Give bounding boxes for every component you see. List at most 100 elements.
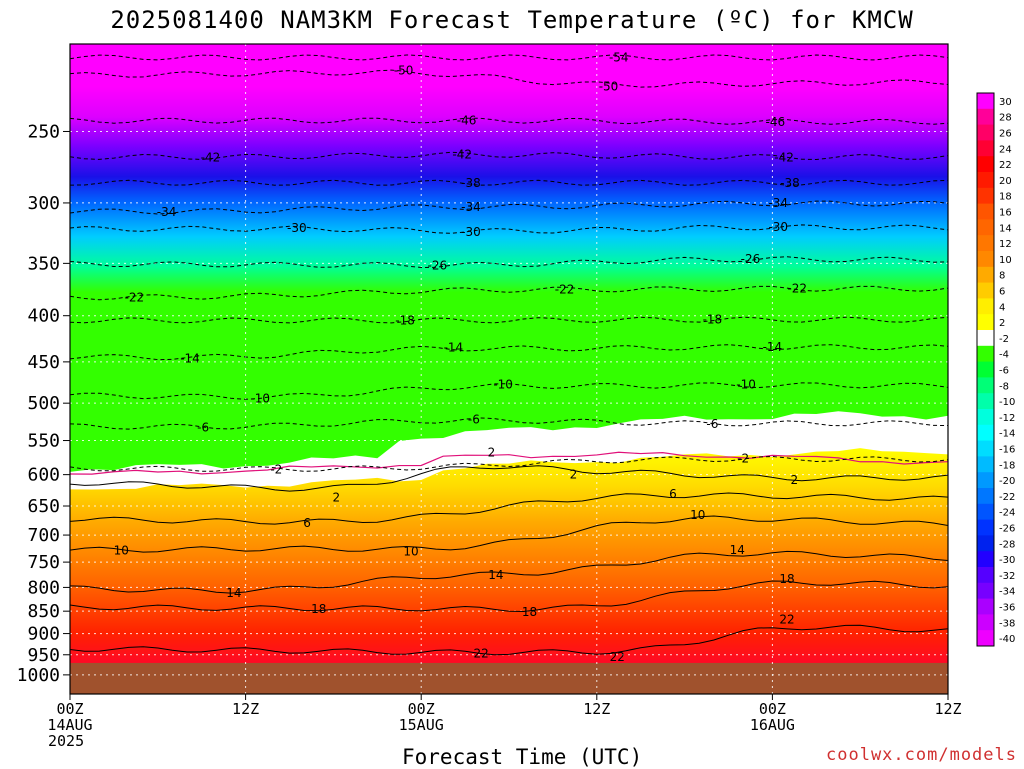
y-tick-label: 950 (27, 645, 60, 666)
zero-isotherm (69, 451, 949, 475)
isotherm-label: 14 (730, 543, 745, 557)
colorbar-swatch (977, 330, 994, 347)
isotherm-label: -50 (394, 64, 414, 78)
y-tick-label: 900 (27, 624, 60, 645)
colorbar-label: -8 (999, 381, 1009, 392)
isotherm-label: -26 (741, 252, 761, 266)
isotherm-label: -26 (427, 259, 447, 273)
colorbar-swatch (977, 282, 994, 299)
colorbar-swatch (977, 266, 994, 284)
colorbar-swatch (977, 377, 994, 394)
colorbar-swatch (977, 203, 994, 220)
x-tick-label: 12Z (232, 700, 259, 718)
isotherm-label: -10 (493, 378, 513, 392)
colorbar-label: -30 (999, 555, 1015, 566)
x-tick-label: 00Z (408, 700, 435, 718)
colorbar-swatch (977, 551, 994, 568)
colorbar-label: -20 (999, 476, 1015, 487)
isotherm-label: -30 (287, 221, 307, 235)
cold-field (70, 44, 948, 472)
colorbar-label: -26 (999, 524, 1015, 535)
x-tick-label: 12Z (934, 700, 961, 718)
y-tick-label: 500 (27, 393, 60, 414)
isotherm-label: 10 (114, 543, 129, 557)
colorbar-label: -34 (999, 587, 1015, 598)
isotherm-label: -10 (250, 391, 270, 405)
y-tick-label: 300 (27, 193, 60, 214)
x-tick-label: 00Z (56, 700, 83, 718)
credit-link[interactable]: coolwx.com/models (826, 745, 1017, 765)
isotherm-label: 2 (488, 445, 496, 459)
colorbar-swatch (977, 535, 994, 552)
isotherm--34 (69, 200, 949, 215)
isotherm--18 (69, 316, 949, 324)
colorbar-swatch (977, 298, 994, 315)
y-tick-label: 350 (27, 253, 60, 274)
isotherm-label: -6 (706, 417, 718, 431)
colorbar-swatch (977, 614, 994, 631)
isotherm-label: -42 (774, 150, 794, 164)
isotherm-label: -50 (599, 80, 619, 94)
isotherm-label: -6 (197, 420, 209, 434)
colorbar-swatch (977, 124, 994, 141)
colorbar-frame (976, 92, 995, 647)
isotherm--42 (69, 151, 949, 161)
isotherm-label: -22 (555, 282, 575, 296)
y-tick-label: 600 (27, 465, 60, 486)
isotherm-label: -14 (444, 341, 464, 355)
isotherm-label: 6 (303, 516, 311, 530)
colorbar-label: 14 (999, 223, 1012, 234)
isotherm-label: -2 (270, 462, 282, 476)
colorbar-label: 30 (999, 97, 1012, 108)
colorbar-swatch (977, 219, 994, 236)
isotherm-label: 10 (690, 508, 705, 522)
isotherm--10 (69, 382, 949, 400)
colorbar-swatch (977, 172, 994, 189)
isotherm-label: -14 (763, 340, 783, 354)
isotherm-18 (69, 580, 949, 613)
colorbar-label: 26 (999, 129, 1012, 140)
colorbar-swatch (977, 503, 994, 521)
isotherm-label: 2 (791, 473, 799, 487)
colorbar-label: 8 (999, 271, 1005, 282)
isotherm-label: -38 (461, 176, 481, 190)
isotherm-label: -22 (125, 291, 145, 305)
isotherm-label: 18 (522, 605, 537, 619)
isotherm-6 (69, 492, 949, 525)
colorbar-label: -6 (999, 366, 1009, 377)
isotherm--2 (69, 455, 949, 472)
colorbar: 30 28 26 24 22 20 18 16 14 12 10 8 6 4 2 -2 -4 -6 -8 -10 -12… (976, 92, 1015, 647)
plot-frame (69, 43, 949, 695)
colorbar-label: 22 (999, 160, 1012, 171)
y-tick-label: 750 (27, 552, 60, 573)
isotherm--22 (69, 285, 949, 301)
isotherm-label: 10 (403, 545, 418, 559)
colorbar-swatch (977, 409, 994, 426)
colorbar-swatch (977, 156, 994, 173)
x-tick-label: 12Z (583, 700, 610, 718)
x-tick-label: 00Z (759, 700, 786, 718)
isotherm-label: -38 (780, 176, 800, 190)
isotherm-label: -46 (457, 113, 477, 127)
isotherm-10 (69, 515, 949, 553)
isotherm-label: -54 (609, 50, 629, 64)
colorbar-swatch (977, 598, 994, 615)
isotherm-label: -42 (201, 150, 221, 164)
colorbar-swatch (977, 567, 994, 584)
isotherm-label: 18 (779, 572, 794, 586)
isotherm-label: -6 (468, 412, 480, 426)
colorbar-swatch (977, 140, 994, 157)
isotherm--26 (69, 256, 949, 269)
colorbar-label: -36 (999, 603, 1015, 614)
colorbar-label: 18 (999, 192, 1012, 203)
colorbar-label: -32 (999, 571, 1015, 582)
isotherm--50 (69, 69, 949, 88)
isotherm-label: -34 (768, 196, 788, 210)
colorbar-swatch (977, 93, 994, 110)
isotherm-label: 2 (333, 490, 341, 504)
isotherm-label: 14 (488, 568, 503, 582)
isotherm-label: 22 (779, 612, 794, 626)
contour-layer: -54 -50 -50 -46 -46 -42 -42 -42 -38 -38 -34 -34 -34 -… (69, 50, 949, 664)
colorbar-swatch (977, 519, 994, 536)
